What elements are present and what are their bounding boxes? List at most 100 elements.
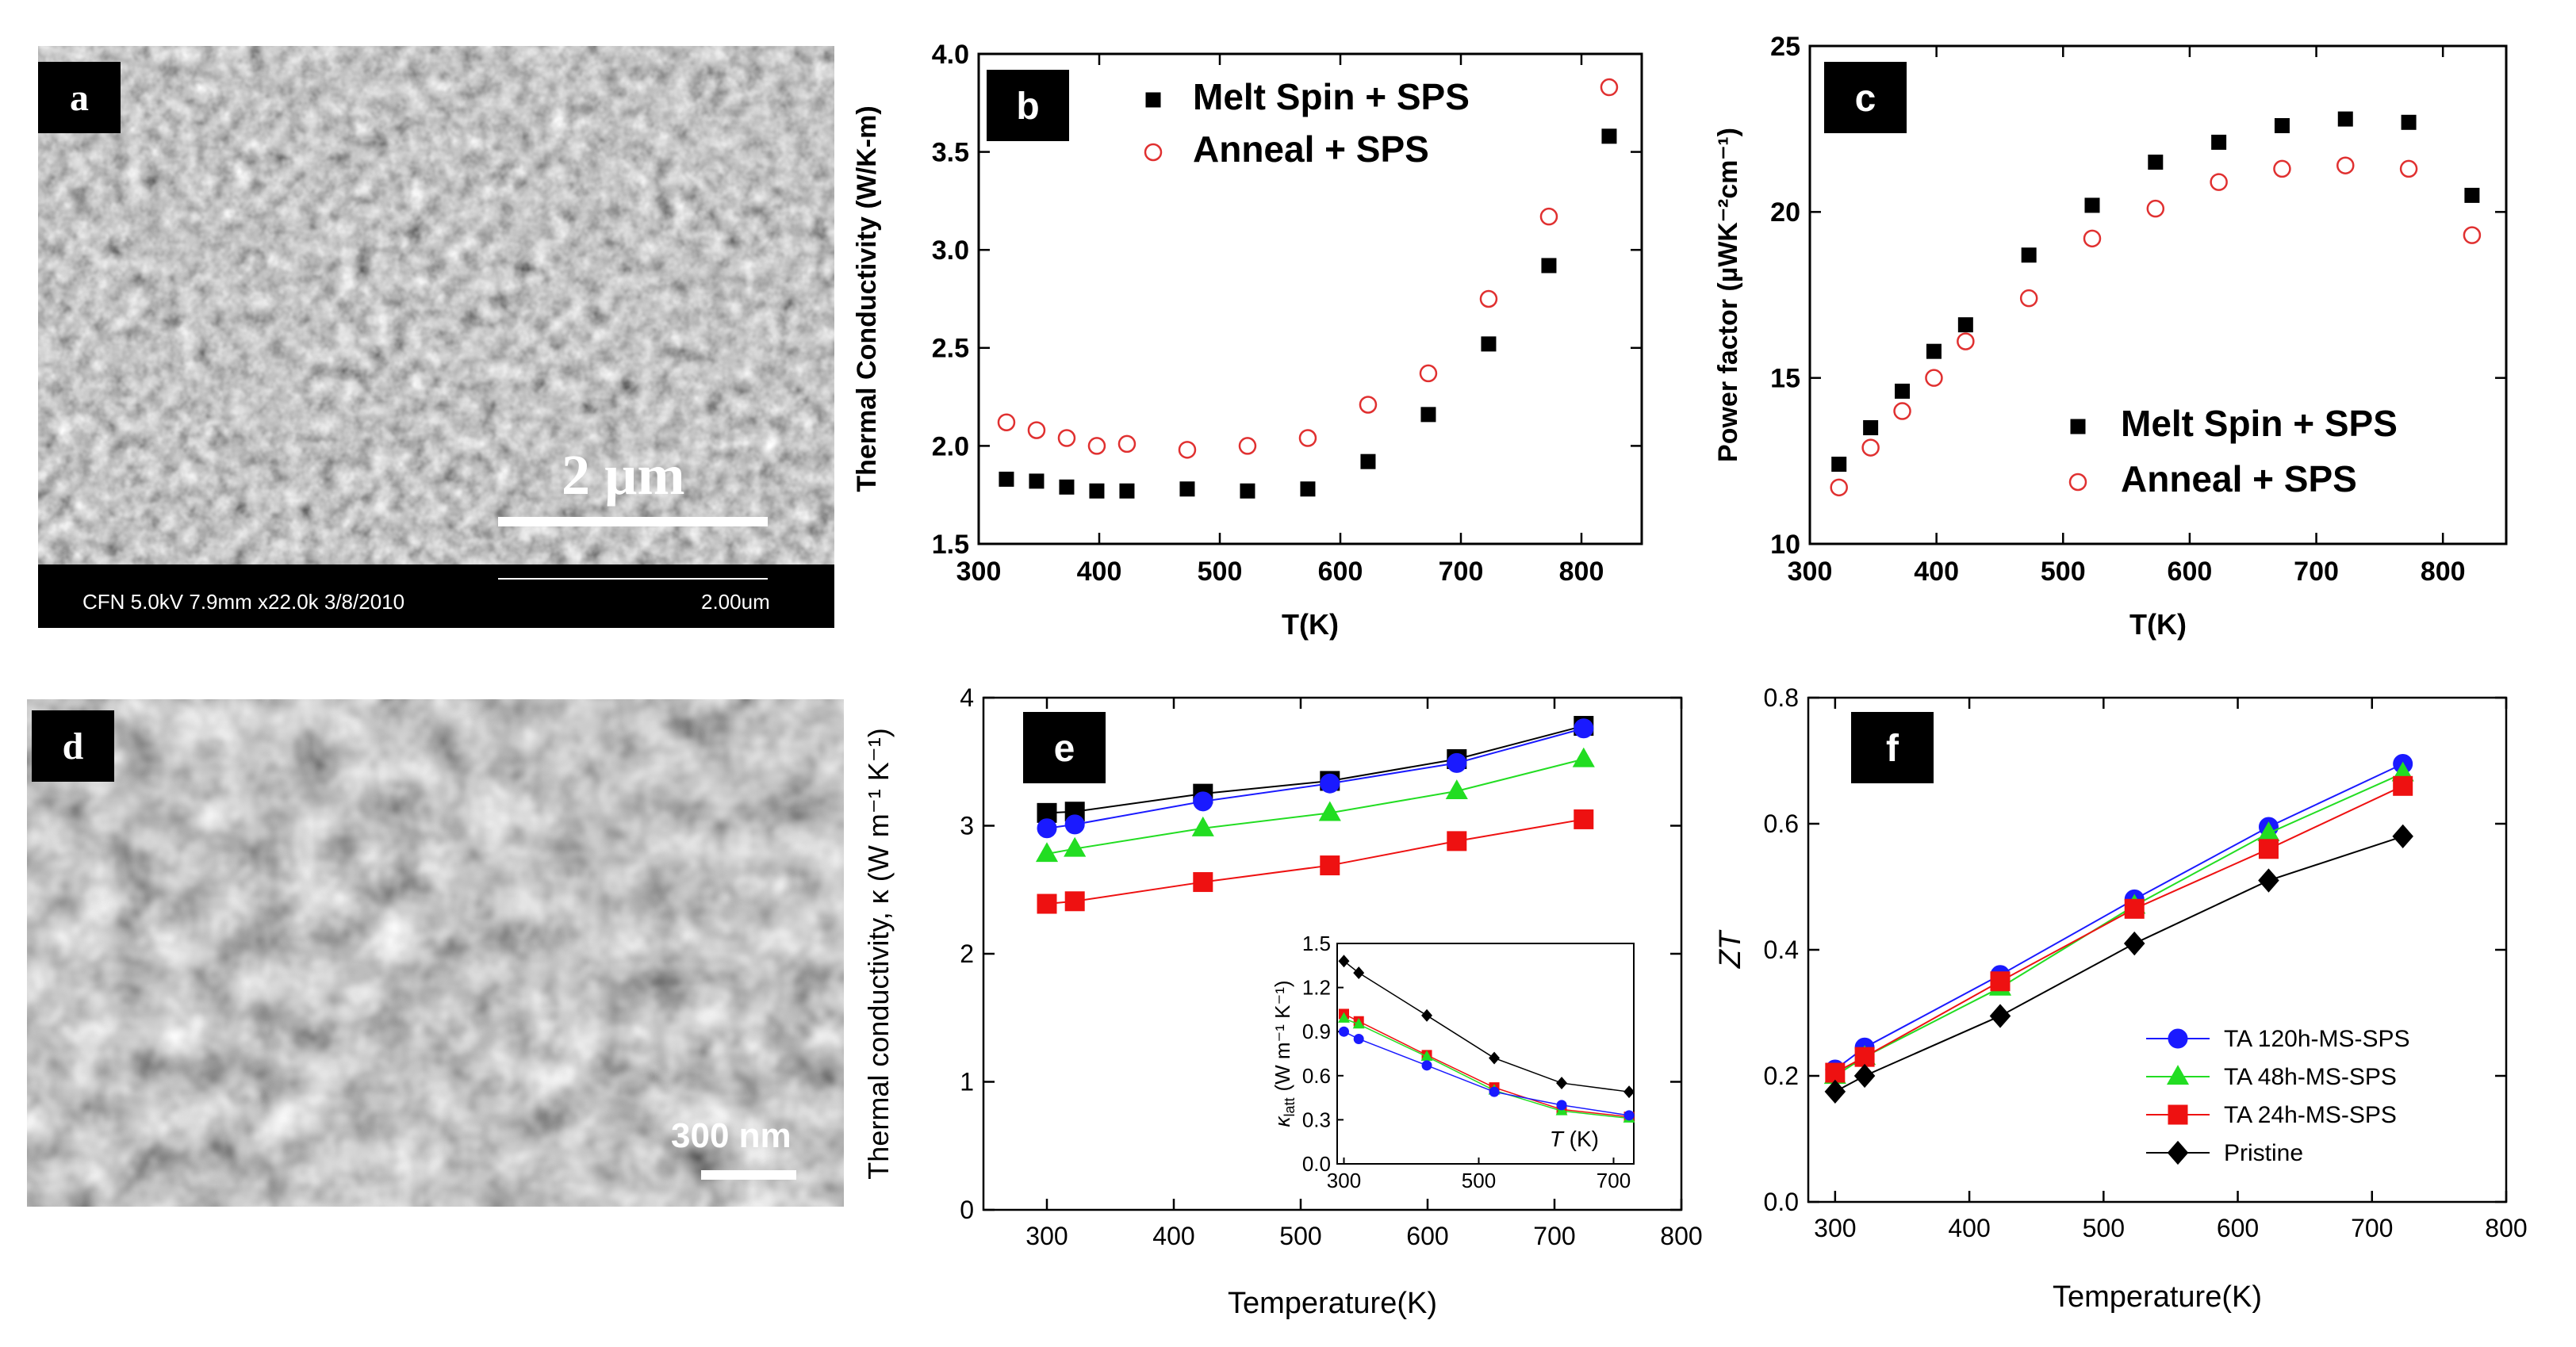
- x-tick-label: 400: [1077, 557, 1122, 587]
- y-tick-label: 3: [960, 812, 974, 840]
- data-point: [1035, 842, 1059, 863]
- data-point: [2021, 247, 2037, 263]
- data-point: [1119, 483, 1135, 499]
- y-tick-label: 15: [1770, 364, 1800, 394]
- x-tick-label: 500: [2083, 1214, 2125, 1242]
- series-line: [1046, 727, 1585, 829]
- x-tick-label: 700: [2351, 1214, 2393, 1242]
- inset-data-point: [1556, 1077, 1568, 1090]
- y-tick-label: 10: [1770, 530, 1800, 560]
- plot-frame: [1808, 44, 2508, 545]
- data-point: [1037, 802, 1057, 823]
- data-point: [1863, 419, 1879, 435]
- data-point: [1926, 343, 1942, 359]
- x-tick-label: 300: [956, 557, 1002, 587]
- data-point: [1179, 481, 1195, 497]
- data-point: [2463, 226, 2482, 244]
- inset-x-axis-label: T (K): [1550, 1127, 1599, 1151]
- inset-x-tick-label: 300: [1327, 1169, 1361, 1192]
- inset-data-point: [1623, 1085, 1635, 1099]
- data-point: [1854, 1047, 1875, 1067]
- y-axis-label: ZT: [1714, 929, 1747, 969]
- data-point: [1193, 872, 1213, 893]
- x-tick-label: 800: [2485, 1214, 2527, 1242]
- y-tick-label: 1.5: [932, 530, 969, 560]
- x-tick-label: 300: [1814, 1214, 1856, 1242]
- chart-thermal-conductivity-e: 300 400 500 600 700 800 0 1 2 3 4 Temperature(K) The…: [862, 683, 1703, 1320]
- x-tick-label: 800: [2421, 557, 2466, 587]
- legend-label: Anneal + SPS: [2121, 458, 2357, 499]
- data-point: [1087, 437, 1106, 455]
- data-point: [999, 471, 1014, 487]
- x-tick-label: 700: [2294, 557, 2339, 587]
- data-point: [1853, 1063, 1876, 1089]
- data-point: [1830, 478, 1848, 497]
- data-point: [1447, 752, 1467, 773]
- data-point: [1831, 457, 1847, 473]
- data-point: [1825, 1062, 1846, 1083]
- data-point: [2273, 159, 2291, 178]
- data-point: [2258, 839, 2279, 859]
- inset-y-axis-subscript: latt: [1282, 1098, 1298, 1117]
- scale-bar-label-a: 2 µm: [562, 443, 685, 507]
- legend-label: TA 120h-MS-SPS: [2224, 1026, 2410, 1052]
- data-point: [1064, 836, 1087, 857]
- plot-frame: [977, 52, 1643, 545]
- y-tick-label: 3.0: [932, 235, 969, 266]
- sem-image-a: a 2 µm CFN 5.0kV 7.9mm x22.0k 3/8/2010 2…: [38, 46, 834, 628]
- data-point: [2123, 931, 2145, 956]
- y-tick-label: 20: [1770, 197, 1800, 228]
- data-point: [1572, 747, 1595, 767]
- inset-frame: [1336, 943, 1635, 1165]
- data-point: [2148, 155, 2164, 170]
- series-line: [1046, 725, 1585, 814]
- data-point: [1037, 894, 1057, 914]
- y-tick-label: 2.5: [932, 334, 969, 364]
- y-tick-label: 1: [960, 1068, 974, 1096]
- data-point: [1318, 801, 1341, 821]
- data-point: [1895, 383, 1911, 399]
- y-tick-label: 0: [960, 1196, 974, 1224]
- data-point: [1601, 128, 1617, 144]
- panel-label-e: e: [1054, 728, 1075, 770]
- y-axis-label: Thermal conductivity, κ (W m⁻¹ K⁻¹): [862, 728, 895, 1179]
- x-axis-label: Temperature(K): [1228, 1287, 1437, 1320]
- data-point: [997, 413, 1016, 431]
- data-point: [2337, 111, 2353, 127]
- y-axis-label: Power factor (µWK⁻²cm⁻¹): [1713, 128, 1743, 462]
- inset-data-point: [1353, 966, 1365, 980]
- data-point: [2146, 199, 2165, 218]
- y-tick-label: 0.4: [1764, 936, 1799, 964]
- legend-label: Melt Spin + SPS: [2121, 403, 2398, 444]
- legend-marker: [2070, 419, 2086, 434]
- panel-label-b-bg: [987, 70, 1069, 141]
- data-point: [1300, 481, 1316, 497]
- data-point: [1089, 483, 1105, 499]
- inset-data-point: [1352, 1018, 1365, 1029]
- y-tick-label: 0.6: [1764, 809, 1799, 838]
- y-tick-label: 4.0: [932, 40, 969, 70]
- inset-data-point: [1339, 1026, 1349, 1037]
- x-tick-label: 600: [1406, 1222, 1448, 1250]
- data-point: [1574, 718, 1594, 739]
- data-point: [1191, 816, 1214, 836]
- data-point: [1989, 1004, 2011, 1028]
- x-tick-label: 500: [1198, 557, 1243, 587]
- y-tick-label: 0.0: [1764, 1188, 1799, 1216]
- data-point: [1027, 421, 1046, 439]
- inset-x-axis-symbol: T: [1550, 1127, 1565, 1151]
- legend-marker: [2166, 1065, 2190, 1085]
- x-tick-label: 500: [1279, 1222, 1321, 1250]
- data-point: [1539, 207, 1558, 226]
- data-point: [1057, 429, 1076, 447]
- x-tick-label: 400: [1948, 1214, 1990, 1242]
- data-point: [1320, 855, 1340, 876]
- panel-label-f: f: [1886, 728, 1899, 770]
- legend-label: Melt Spin + SPS: [1193, 76, 1470, 117]
- inset-data-point: [1353, 1033, 1364, 1044]
- data-point: [2210, 173, 2228, 191]
- legend-label: Anneal + SPS: [1193, 128, 1429, 170]
- data-point: [1824, 1079, 1846, 1104]
- data-point: [1320, 773, 1340, 794]
- inset-data-point: [1489, 1051, 1501, 1065]
